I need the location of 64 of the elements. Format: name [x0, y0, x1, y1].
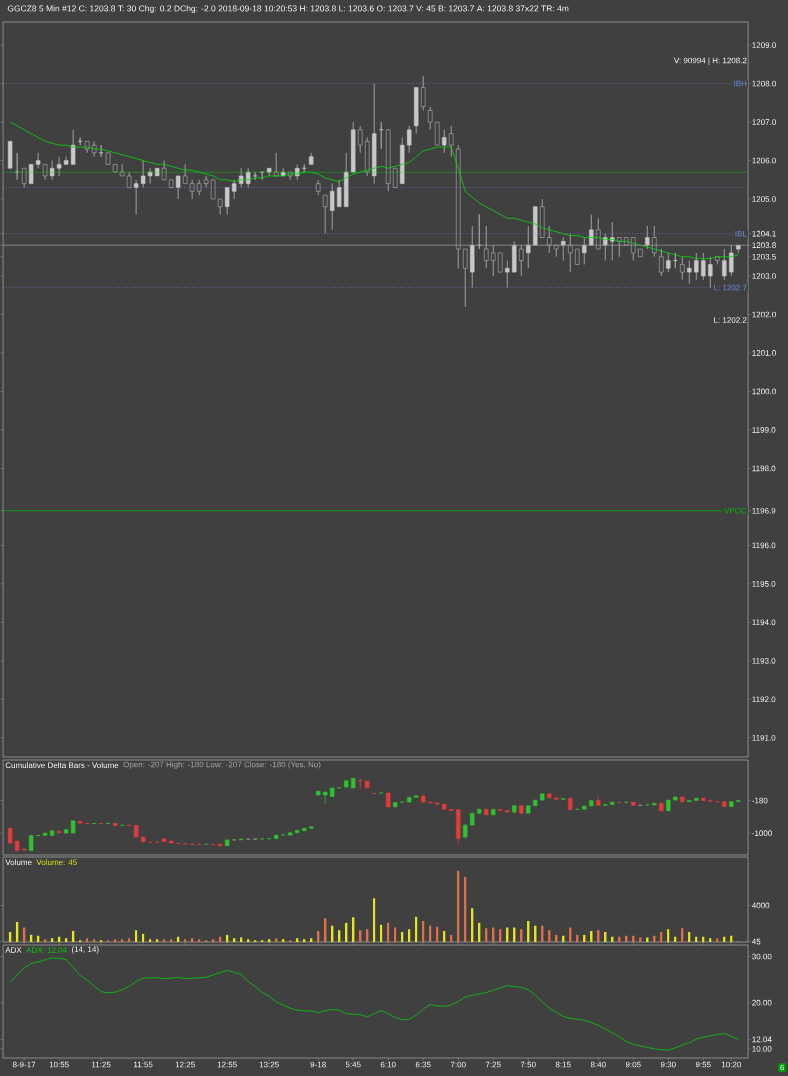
chart-subtitle: Volume: 45	[36, 859, 77, 866]
y-tick-label: 1193.0	[752, 657, 776, 664]
y-tick-label: 10.00	[752, 1045, 772, 1052]
y-tick-label: 45	[751, 938, 761, 945]
y-tick-label: 1208.0	[752, 80, 776, 87]
x-tick-label: 6:10	[380, 1061, 396, 1068]
ref-line-label: VPOC	[724, 507, 747, 514]
y-tick-label: 30.00	[752, 953, 772, 960]
y-tick-label: 1196.0	[752, 542, 776, 549]
chart-title: Volume	[5, 859, 32, 866]
x-tick-label: 7:25	[485, 1061, 501, 1068]
x-tick-label: 9-18	[310, 1061, 326, 1068]
x-tick-label: 10:55	[49, 1061, 69, 1068]
x-tick-label: 5:45	[345, 1061, 361, 1068]
ref-line-label: L: 1202.7	[714, 284, 747, 291]
x-tick-label: 8:15	[555, 1061, 571, 1068]
x-tick-label: 9:30	[660, 1061, 676, 1068]
ref-line-label: IBL	[735, 230, 747, 237]
x-tick-label: 13:25	[259, 1061, 279, 1068]
x-tick-label: 10:20	[721, 1061, 741, 1068]
chart-title: Cumulative Delta Bars - Volume	[5, 762, 119, 769]
annotation: L: 1202.2	[714, 317, 747, 323]
x-tick-label: 8-9-17	[12, 1061, 36, 1068]
annotation: (14, 14)	[71, 946, 99, 954]
y-tick-label: -1000	[752, 830, 772, 836]
y-tick-label: 1199.0	[752, 427, 776, 433]
y-tick-label: 1191.0	[752, 734, 776, 741]
chart-subtitle: ADX: 12.04	[26, 947, 67, 953]
chart-title: GGCZ8 5 Min #12 C: 1203.8 T: 30 Chg: 0.2 DChg: -2.0 2018-09-18 10:20:53 H: 1203.8 L: 1203.6 O: 1203.7 V: 45 B: 1203.7 A: 1203.8 37x22 TR: 4m	[7, 5, 569, 14]
x-tick-label: 12:25	[175, 1061, 195, 1068]
y-tick-label: 1204.1	[752, 230, 776, 237]
y-tick-label: 20.00	[752, 999, 772, 1006]
y-tick-label: 12.04	[752, 1036, 772, 1043]
y-tick-label: 1200.0	[752, 388, 776, 395]
ref-line-label: IBH	[734, 80, 747, 87]
y-tick-label: 1206.0	[752, 157, 776, 164]
y-tick-label: 1192.0	[752, 696, 776, 703]
x-tick-label: 6:35	[415, 1061, 431, 1068]
text: 6	[780, 1064, 784, 1071]
y-tick-label: 1205.0	[752, 196, 776, 202]
chart-subtitle: Open: -207 High: -180 Low: -207 Close: -180 (Yes, No)	[123, 761, 321, 769]
annotation: V: 90994 | H: 1208.2	[673, 57, 747, 65]
y-tick-label: 1207.0	[752, 119, 776, 125]
x-tick-label: 12:55	[217, 1061, 237, 1068]
x-tick-label: 11:25	[91, 1061, 111, 1068]
y-tick-label: 1195.0	[752, 581, 776, 587]
y-tick-label: 1202.0	[752, 311, 776, 318]
x-tick-label: 8:40	[590, 1061, 606, 1068]
x-tick-label: 7:50	[520, 1061, 536, 1068]
y-tick-label: 1196.9	[752, 507, 776, 514]
y-tick-label: 1209.0	[752, 42, 776, 48]
y-tick-label: 1203.5	[752, 253, 776, 260]
x-tick-label: 9:05	[625, 1061, 641, 1068]
y-tick-label: 1203.0	[752, 273, 776, 279]
y-tick-label: 4000	[751, 902, 770, 909]
y-tick-label: -180	[752, 797, 768, 804]
y-tick-label: 1198.0	[752, 465, 776, 472]
chart-title: ADX	[5, 947, 22, 953]
x-tick-label: 9:55	[695, 1061, 711, 1068]
y-tick-label: 1203.8	[752, 242, 776, 249]
x-tick-label: 7:00	[450, 1061, 466, 1068]
y-tick-label: 1194.0	[752, 619, 776, 626]
y-tick-label: 1201.0	[752, 350, 776, 356]
x-tick-label: 11:55	[133, 1061, 153, 1068]
